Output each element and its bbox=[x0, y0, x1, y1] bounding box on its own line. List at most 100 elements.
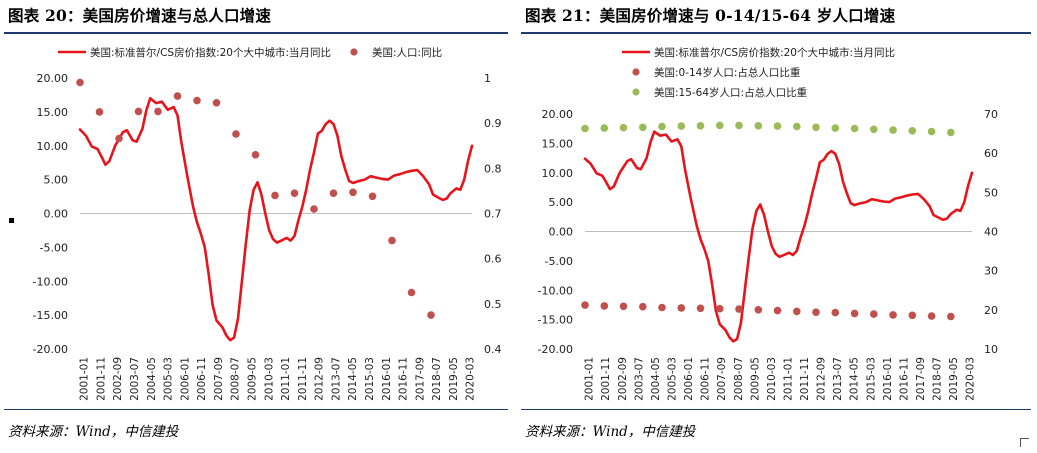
bottom-divider-left bbox=[4, 409, 508, 410]
legend-dot-swatch bbox=[632, 88, 640, 96]
legend-label: 美国:0-14岁人口:占总人口比重 bbox=[654, 66, 800, 79]
y-right-tick-label: 0.8 bbox=[484, 162, 502, 175]
scatter-point-1 bbox=[812, 123, 820, 132]
x-tick-label: 2020-03 bbox=[465, 357, 477, 401]
x-tick-label: 2002-09 bbox=[617, 357, 629, 401]
scatter-point-0 bbox=[658, 303, 666, 312]
scatter-point-0 bbox=[173, 92, 182, 100]
legend-label: 美国:人口:同比 bbox=[372, 46, 442, 59]
x-tick-label: 2016-11 bbox=[898, 357, 910, 401]
y-left-tick-label: -20.00 bbox=[33, 343, 68, 356]
house-price-line bbox=[583, 130, 974, 343]
y-left-tick-label: -20.00 bbox=[538, 343, 573, 356]
x-tick-label: 2001-11 bbox=[600, 357, 612, 401]
scatter-point-0 bbox=[773, 306, 782, 315]
x-tick-label: 2017-09 bbox=[915, 357, 927, 401]
x-tick-label: 2003-07 bbox=[633, 357, 645, 401]
y-right-tick-label: 0.9 bbox=[484, 117, 502, 130]
x-tick-label: 2011-01 bbox=[782, 357, 794, 401]
scatter-point-1 bbox=[773, 122, 782, 130]
scatter-point-1 bbox=[831, 124, 840, 132]
y-right-tick-label: 0.5 bbox=[484, 298, 502, 311]
y-right-tick-label: 30 bbox=[984, 265, 998, 278]
scatter-point-0 bbox=[329, 189, 338, 197]
corner-mark bbox=[1020, 438, 1029, 447]
legend-label: 美国:标准普尔/CS房价指数:20个大中城市:当月同比 bbox=[654, 46, 895, 59]
scatter-point-0 bbox=[619, 302, 628, 311]
source-note-right: 资料来源：Wind，中信建投 bbox=[525, 424, 696, 440]
scatter-point-0 bbox=[388, 236, 396, 245]
scatter-point-1 bbox=[793, 122, 801, 131]
x-tick-label: 2010-03 bbox=[766, 357, 778, 401]
y-left-tick-label: 20.00 bbox=[37, 72, 69, 85]
x-tick-label: 2004-05 bbox=[650, 357, 662, 401]
y-right-tick-label: 0.4 bbox=[484, 343, 502, 356]
title-divider-right bbox=[521, 32, 1031, 34]
y-left-tick-label: -5.00 bbox=[545, 255, 573, 268]
x-tick-label: 2001-11 bbox=[95, 357, 107, 401]
x-tick-label: 2004-05 bbox=[146, 357, 158, 401]
left-figure-panel: 图表 20：美国房价增速与总人口增速 美国:标准普尔/CS房价指数:20个大中城… bbox=[0, 0, 514, 453]
x-tick-label: 2008-07 bbox=[733, 357, 745, 401]
y-left-tick-label: -15.00 bbox=[538, 314, 573, 327]
scatter-point-1 bbox=[619, 123, 628, 132]
figure-title-right: 图表 21：美国房价增速与 0-14/15-64 岁人口增速 bbox=[525, 6, 896, 25]
scatter-point-0 bbox=[850, 309, 859, 318]
scatter-point-0 bbox=[193, 96, 201, 105]
x-tick-label: 2013-07 bbox=[832, 357, 844, 401]
scatter-point-0 bbox=[581, 301, 589, 309]
scatter-point-0 bbox=[251, 151, 260, 159]
x-tick-label: 2006-11 bbox=[700, 357, 712, 401]
scatter-point-0 bbox=[349, 188, 357, 197]
scatter-point-0 bbox=[947, 312, 955, 321]
scatter-point-1 bbox=[908, 127, 917, 135]
x-tick-label: 2005-03 bbox=[667, 357, 679, 401]
scatter-point-0 bbox=[716, 304, 724, 313]
scatter-point-0 bbox=[927, 312, 936, 320]
scatter-point-0 bbox=[677, 304, 686, 312]
x-tick-label: 2014-05 bbox=[849, 357, 861, 401]
scatter-point-0 bbox=[154, 107, 162, 116]
scatter-point-1 bbox=[639, 123, 647, 132]
scatter-point-0 bbox=[407, 288, 416, 297]
x-tick-label: 2001-01 bbox=[79, 357, 91, 401]
scatter-point-1 bbox=[927, 127, 936, 136]
scatter-point-0 bbox=[812, 308, 820, 317]
x-tick-label: 2001-01 bbox=[584, 357, 596, 401]
scatter-point-1 bbox=[716, 121, 724, 130]
title-divider-left bbox=[4, 32, 508, 34]
x-tick-label: 2007-09 bbox=[716, 357, 728, 401]
legend-dot-swatch bbox=[350, 48, 358, 56]
y-right-tick-label: 0.6 bbox=[484, 253, 502, 266]
y-left-tick-label: 10.00 bbox=[37, 140, 69, 153]
scatter-point-0 bbox=[76, 78, 84, 87]
x-tick-label: 2013-07 bbox=[330, 357, 342, 401]
x-tick-label: 2012-09 bbox=[314, 357, 326, 401]
scatter-point-1 bbox=[889, 126, 897, 134]
x-tick-label: 2018-07 bbox=[431, 357, 443, 401]
scatter-point-0 bbox=[95, 108, 104, 116]
x-tick-label: 2005-03 bbox=[163, 357, 175, 401]
x-tick-label: 2016-01 bbox=[381, 357, 393, 401]
scatter-point-0 bbox=[212, 99, 221, 107]
scatter-point-0 bbox=[368, 192, 377, 201]
scatter-point-1 bbox=[696, 122, 705, 130]
scatter-point-0 bbox=[754, 306, 763, 314]
y-right-tick-label: 1 bbox=[484, 72, 491, 85]
y-left-tick-label: 5.00 bbox=[549, 196, 574, 209]
scatter-point-1 bbox=[735, 121, 743, 130]
scatter-point-0 bbox=[115, 134, 123, 143]
scatter-point-0 bbox=[290, 189, 299, 197]
scatter-point-0 bbox=[600, 302, 609, 310]
bottom-divider-right bbox=[521, 409, 1031, 410]
scatter-point-1 bbox=[870, 125, 878, 134]
x-tick-label: 2009-05 bbox=[247, 357, 259, 401]
x-tick-label: 2006-01 bbox=[683, 357, 695, 401]
chart-right: 美国:标准普尔/CS房价指数:20个大中城市:当月同比美国:0-14岁人口:占总… bbox=[538, 46, 998, 401]
legend-label: 美国:15-64岁人口:占总人口比重 bbox=[654, 86, 807, 99]
y-right-tick-label: 70 bbox=[984, 108, 998, 121]
scatter-point-1 bbox=[600, 124, 609, 132]
x-tick-label: 2019-05 bbox=[948, 357, 960, 401]
scatter-point-1 bbox=[658, 122, 666, 131]
y-left-tick-label: 0.00 bbox=[549, 226, 574, 239]
